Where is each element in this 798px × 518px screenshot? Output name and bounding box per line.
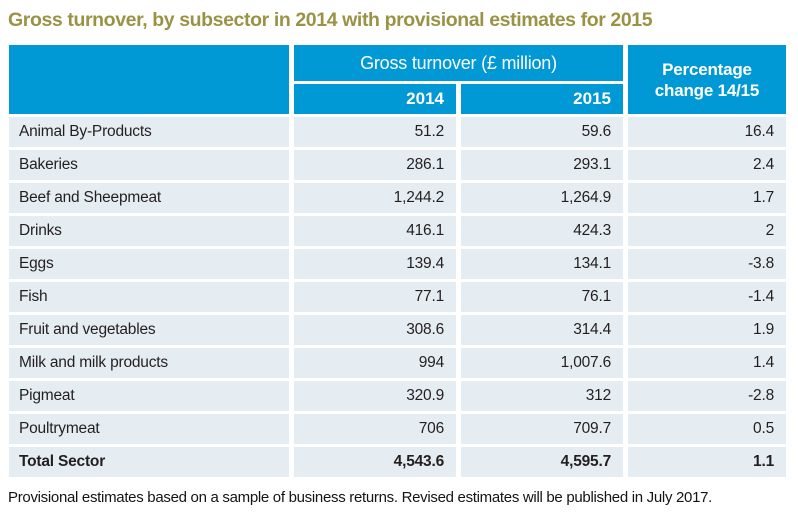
group-header-cell: Gross turnover (£ million)	[294, 45, 623, 81]
table-header: Gross turnover (£ million) Percentage ch…	[9, 45, 786, 114]
value-2014: 1,244.2	[294, 183, 456, 213]
subsector-label: Poultrymeat	[9, 414, 289, 444]
value-2015: 134.1	[461, 249, 623, 279]
table-row: Fish 77.1 76.1 -1.4	[9, 282, 786, 312]
subsector-label: Total Sector	[9, 447, 289, 477]
gross-turnover-table: Gross turnover (£ million) Percentage ch…	[4, 42, 791, 480]
pct-header-line2: change 14/15	[654, 80, 760, 100]
table-row: Total Sector 4,543.6 4,595.7 1.1	[9, 447, 786, 477]
value-2015: 76.1	[461, 282, 623, 312]
subsector-label: Drinks	[9, 216, 289, 246]
value-pct-change: 16.4	[628, 117, 786, 147]
value-2015: 312	[461, 381, 623, 411]
page-title: Gross turnover, by subsector in 2014 wit…	[8, 9, 653, 31]
table-row: Pigmeat 320.9 312 -2.8	[9, 381, 786, 411]
value-2015: 293.1	[461, 150, 623, 180]
value-pct-change: 2	[628, 216, 786, 246]
table-row: Beef and Sheepmeat 1,244.2 1,264.9 1.7	[9, 183, 786, 213]
subsector-label: Bakeries	[9, 150, 289, 180]
subsector-label: Animal By-Products	[9, 117, 289, 147]
value-2014: 416.1	[294, 216, 456, 246]
table-body: Animal By-Products 51.2 59.6 16.4 Bakeries 28…	[9, 117, 786, 477]
pct-header-line1: Percentage	[662, 59, 752, 79]
value-pct-change: 2.4	[628, 150, 786, 180]
value-pct-change: 1.9	[628, 315, 786, 345]
value-2014: 320.9	[294, 381, 456, 411]
subsector-label: Milk and milk products	[9, 348, 289, 378]
value-2014: 4,543.6	[294, 447, 456, 477]
year-2014-header: 2014	[294, 84, 456, 114]
value-pct-change: 0.5	[628, 414, 786, 444]
value-pct-change: -1.4	[628, 282, 786, 312]
table-row: Fruit and vegetables 308.6 314.4 1.9	[9, 315, 786, 345]
value-2014: 51.2	[294, 117, 456, 147]
value-pct-change: -2.8	[628, 381, 786, 411]
table-row: Eggs 139.4 134.1 -3.8	[9, 249, 786, 279]
value-2014: 706	[294, 414, 456, 444]
value-2014: 994	[294, 348, 456, 378]
header-row-group: Gross turnover (£ million) Percentage ch…	[9, 45, 786, 114]
subsector-label: Fruit and vegetables	[9, 315, 289, 345]
value-2014: 139.4	[294, 249, 456, 279]
value-pct-change: 1.7	[628, 183, 786, 213]
subsector-label: Pigmeat	[9, 381, 289, 411]
subsector-label: Eggs	[9, 249, 289, 279]
subsector-label: Fish	[9, 282, 289, 312]
value-2015: 314.4	[461, 315, 623, 345]
value-2015: 59.6	[461, 117, 623, 147]
value-pct-change: 1.4	[628, 348, 786, 378]
value-pct-change: 1.1	[628, 447, 786, 477]
value-2015: 1,264.9	[461, 183, 623, 213]
value-2015: 709.7	[461, 414, 623, 444]
pct-change-header-cell: Percentage change 14/15	[628, 45, 786, 114]
subsector-label: Beef and Sheepmeat	[9, 183, 289, 213]
year-2015-header: 2015	[461, 84, 623, 114]
table-row: Poultrymeat 706 709.7 0.5	[9, 414, 786, 444]
value-2014: 77.1	[294, 282, 456, 312]
table-row: Milk and milk products 994 1,007.6 1.4	[9, 348, 786, 378]
header-row-years: 2014 2015	[9, 84, 786, 114]
blank-header-cell	[9, 45, 289, 114]
table-row: Bakeries 286.1 293.1 2.4	[9, 150, 786, 180]
value-2015: 424.3	[461, 216, 623, 246]
value-2015: 4,595.7	[461, 447, 623, 477]
value-2015: 1,007.6	[461, 348, 623, 378]
value-2014: 286.1	[294, 150, 456, 180]
value-2014: 308.6	[294, 315, 456, 345]
footnote: Provisional estimates based on a sample …	[8, 489, 713, 506]
table-row: Drinks 416.1 424.3 2	[9, 216, 786, 246]
table-row: Animal By-Products 51.2 59.6 16.4	[9, 117, 786, 147]
value-pct-change: -3.8	[628, 249, 786, 279]
